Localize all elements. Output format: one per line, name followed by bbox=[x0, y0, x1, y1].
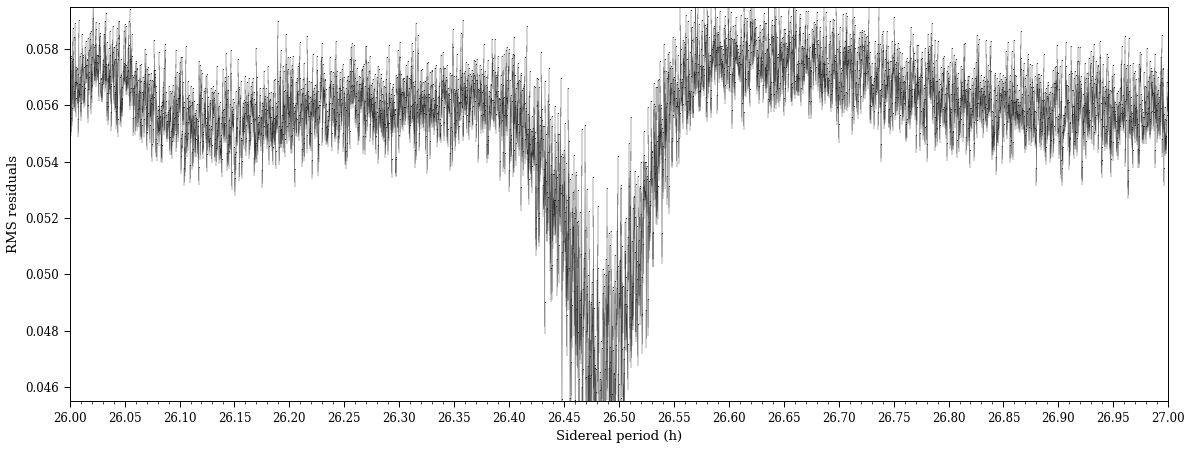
Y-axis label: RMS residuals: RMS residuals bbox=[7, 155, 20, 253]
X-axis label: Sidereal period (h): Sidereal period (h) bbox=[555, 430, 682, 443]
